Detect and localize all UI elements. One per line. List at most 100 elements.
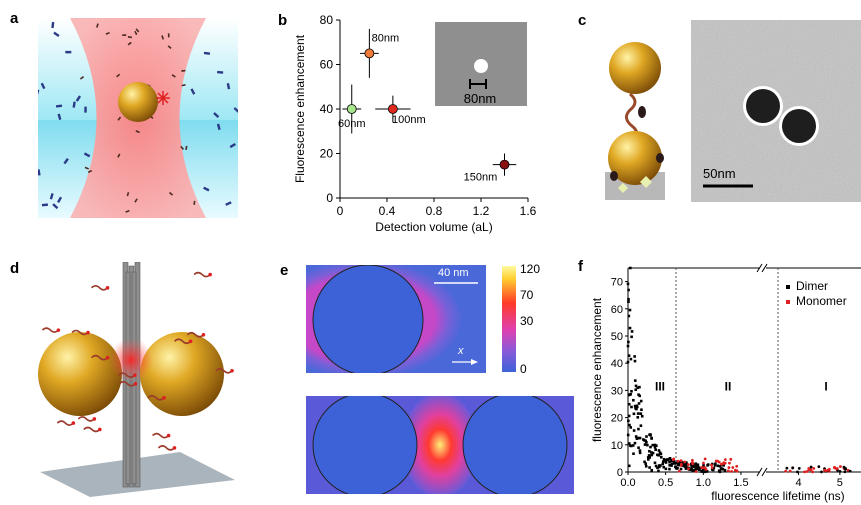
axis-break [756,263,768,273]
dimer-point [696,463,700,467]
monomer-point [694,470,698,473]
dimer-point [694,468,697,471]
colorbar-tick-0: 0 [520,362,527,376]
dimer-point [627,300,630,304]
dimer-point [659,452,663,456]
dimer-point [649,433,652,437]
dimer-point [649,445,652,449]
dye-strand [193,271,211,278]
dimer-point [796,470,799,474]
dimer-point [635,407,638,411]
solvent-molecule [84,106,87,113]
monomer-point [727,466,731,469]
dimer-point [689,468,693,471]
monomer-point [723,461,727,465]
dimer-point [695,464,698,468]
dimer-point [664,467,668,471]
dimer-point [637,446,640,450]
dimer-point [682,464,685,468]
dimer-point [646,443,649,447]
dye-molecule [79,75,85,80]
dimer-point [633,441,637,445]
point-label: 60nm [338,118,366,130]
legend-label: Monomer [796,294,847,308]
solvent-molecule [226,82,231,90]
dimer-point [647,458,650,461]
monomer-point [823,468,826,472]
dimer-point [638,451,642,455]
dye-molecule [162,396,166,400]
dimer-point [648,456,652,459]
dimer-point [651,443,655,447]
dye-strand [152,432,170,439]
dye-molecule [92,417,97,421]
monomer-point [731,466,735,469]
dimer-point [700,470,703,473]
x-tick-label: 0 [337,204,344,218]
dimer-point [690,462,693,466]
dye-molecule [105,355,110,360]
dimer-point [626,282,630,286]
monomer-point [809,468,813,472]
solvent-molecule [83,152,91,158]
monomer-point [691,462,695,466]
monomer-point [714,459,718,463]
dye-molecule [201,332,206,337]
y-tick-label: 70 [611,277,623,289]
dimer-point [633,355,636,358]
dye-molecule [86,330,90,335]
dimer-point [643,443,647,446]
dimer-point [642,438,645,441]
dye-molecule [126,192,130,197]
dye-molecule [166,433,171,438]
dimer-point [677,462,681,465]
dye-molecule [117,116,122,121]
dimer-point [712,466,716,470]
dimer-point [632,412,636,416]
solvent-molecule [63,158,69,165]
dimer-point [632,398,635,402]
dimer-point [654,464,658,468]
monomer-point [687,463,690,467]
y-tick-label: 80 [320,14,334,27]
solvent-molecule [38,169,41,176]
monomer-point [703,457,707,461]
dye-strand [186,331,205,338]
dye-molecule [122,34,127,37]
dye-strand [77,416,95,422]
dye-molecule [134,30,138,36]
dimer-point [662,465,666,469]
dye-molecule [171,74,176,78]
dimer-point [644,439,647,443]
data-point-80nm [359,28,379,78]
tem-image: 50nm [691,20,861,202]
inset-scale-label: 80nm [464,91,497,106]
monomer-point [803,470,806,474]
solvent-molecule [213,112,220,118]
dimer-point [797,466,801,470]
dimer-point [714,462,717,466]
y-tick-label: 10 [611,440,623,452]
x-tick-label: 0.4 [379,204,396,218]
x-tick-label: 1.5 [733,477,748,489]
dye-molecule [193,200,196,205]
dimer-point [672,462,676,465]
legend-marker [786,300,790,304]
dye-molecule [180,145,185,150]
dimer-point [668,460,671,464]
dimer-point [668,467,671,471]
dimer-point [629,426,633,429]
dimer-point [637,427,640,431]
monomer-point [728,461,731,465]
dimer-point [644,462,648,465]
monomer-point [683,460,687,464]
solvent-molecule [233,107,238,113]
data-point-100nm [375,95,411,123]
monomer-point [710,466,714,470]
y-tick-label: 20 [320,147,334,161]
y-tick-label: 60 [320,58,334,72]
dimer-point [716,464,720,468]
dye-strand [215,368,233,374]
dimer-point [817,465,821,469]
dimer-point [626,360,630,364]
